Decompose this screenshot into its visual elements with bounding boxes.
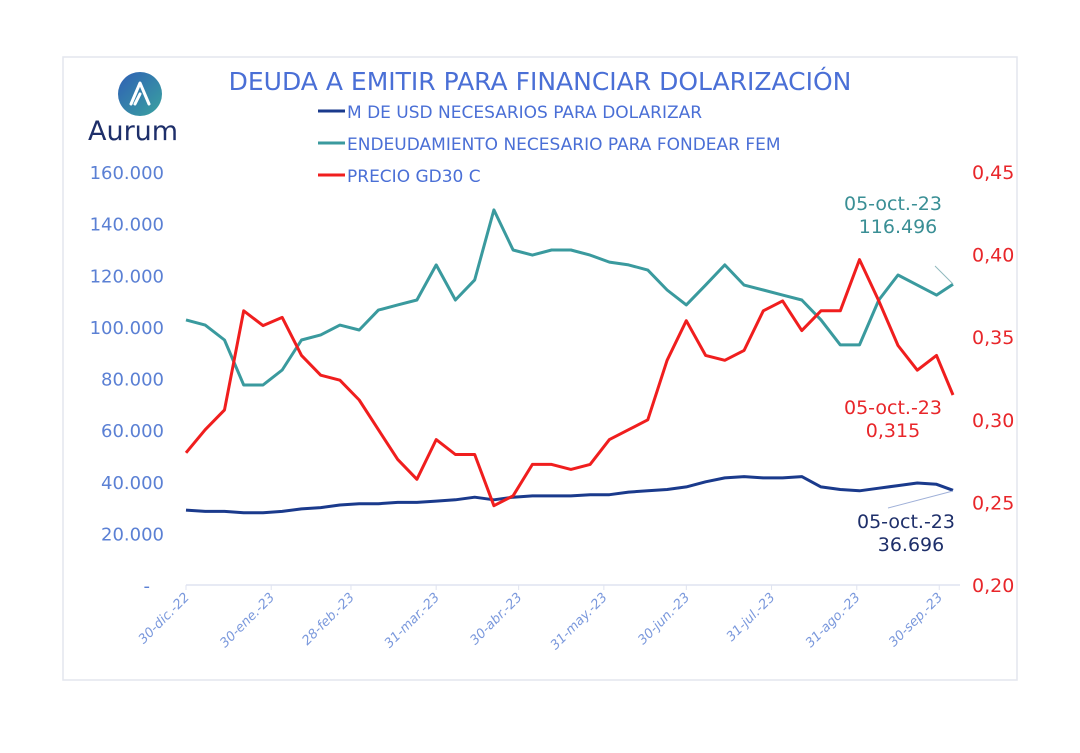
annotation-teal-date: 05-oct.-23 xyxy=(844,193,942,215)
y-right-tick-label: 0,40 xyxy=(972,245,1014,267)
legend-label: M DE USD NECESARIOS PARA DOLARIZAR xyxy=(347,103,702,123)
annotation-red-date: 05-oct.-23 xyxy=(844,397,942,419)
annotation-navy-value: 36.696 xyxy=(878,534,944,556)
y-left-tick-label: 100.000 xyxy=(90,318,164,339)
y-axis-left: - 20.000 40.000 60.000 80.000 100.000 120.000 1… xyxy=(90,163,164,597)
logo-text: Aurum xyxy=(88,116,178,147)
y-left-tick-label: 80.000 xyxy=(101,370,164,391)
y-left-tick-label: 60.000 xyxy=(101,421,164,442)
annotation-navy-date: 05-oct.-23 xyxy=(857,511,955,533)
y-right-tick-label: 0,25 xyxy=(972,492,1014,514)
y-right-tick-label: 0,45 xyxy=(972,162,1014,184)
y-left-tick-label: 40.000 xyxy=(101,473,164,494)
annotation-red-value: 0,315 xyxy=(866,420,920,442)
y-right-tick-label: 0,35 xyxy=(972,327,1014,349)
y-left-tick-label: - xyxy=(144,576,151,597)
y-right-tick-label: 0,30 xyxy=(972,410,1014,432)
legend-label: ENDEUDAMIENTO NECESARIO PARA FONDEAR FEM xyxy=(347,135,781,155)
annotation-teal-value: 116.496 xyxy=(859,216,938,238)
y-left-tick-label: 120.000 xyxy=(90,266,164,287)
chart-title: DEUDA A EMITIR PARA FINANCIAR DOLARIZACI… xyxy=(229,66,852,96)
y-left-tick-label: 20.000 xyxy=(101,524,164,545)
legend-label: PRECIO GD30 C xyxy=(347,167,481,187)
y-left-tick-label: 160.000 xyxy=(90,163,164,184)
y-right-tick-label: 0,20 xyxy=(972,575,1014,597)
y-left-tick-label: 140.000 xyxy=(90,215,164,236)
